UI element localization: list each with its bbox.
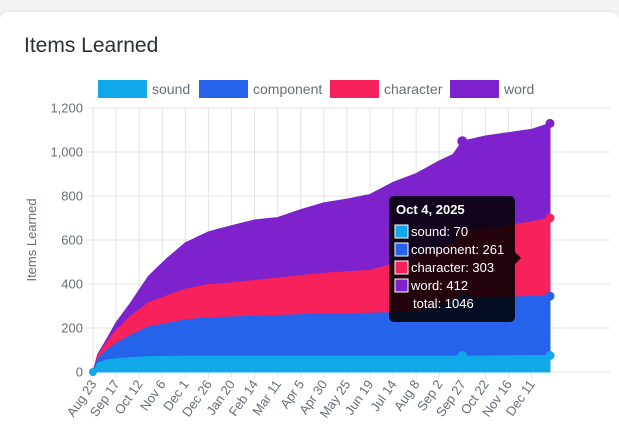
- tooltip-swatch-word: [394, 278, 409, 293]
- tooltip: Oct 4, 2025 sound: 70 component: 261 charac…: [389, 196, 521, 322]
- end-point-component: [545, 291, 555, 301]
- end-point-sound: [545, 351, 555, 360]
- legend-label: component: [253, 81, 322, 97]
- legend[interactable]: sound component character word: [98, 80, 534, 98]
- tooltip-swatch-character: [394, 260, 409, 275]
- legend-item-character[interactable]: character: [330, 80, 443, 98]
- y-tick-label: 400: [61, 277, 83, 292]
- tooltip-line-character: character: 303: [411, 260, 494, 275]
- tooltip-line-word: word: 412: [410, 278, 468, 293]
- y-tick-label: 800: [61, 189, 83, 204]
- tooltip-swatch-sound: [394, 224, 409, 239]
- legend-label: character: [384, 81, 443, 97]
- y-tick-label: 0: [76, 365, 83, 380]
- start-point: [89, 368, 97, 376]
- hover-point-sound: [457, 351, 468, 362]
- y-axis-title: Items Learned: [24, 198, 39, 281]
- tooltip-caret: [515, 252, 521, 264]
- hover-point-word: [457, 136, 468, 147]
- end-point-word: [545, 118, 555, 128]
- y-tick-label: 600: [61, 233, 83, 248]
- end-point-character: [545, 213, 555, 223]
- legend-swatch: [330, 80, 379, 98]
- legend-label: sound: [152, 81, 190, 97]
- legend-item-component[interactable]: component: [199, 80, 322, 98]
- tooltip-line-component: component: 261: [411, 242, 504, 257]
- legend-label: word: [503, 81, 534, 97]
- legend-swatch: [450, 80, 499, 98]
- y-tick-label: 1,000: [50, 145, 83, 160]
- area-sound[interactable]: [92, 355, 551, 373]
- legend-swatch: [199, 80, 248, 98]
- legend-swatch: [98, 80, 147, 98]
- y-tick-label: 200: [61, 321, 83, 336]
- tooltip-line-sound: sound: 70: [411, 224, 468, 239]
- card-title: Items Learned: [24, 34, 159, 57]
- tooltip-box: [389, 196, 515, 322]
- legend-item-word[interactable]: word: [450, 80, 534, 98]
- legend-item-sound[interactable]: sound: [98, 80, 190, 98]
- y-tick-label: 1,200: [50, 101, 83, 116]
- tooltip-total: total: 1046: [413, 296, 474, 311]
- tooltip-swatch-component: [394, 242, 409, 257]
- tooltip-title: Oct 4, 2025: [396, 202, 465, 217]
